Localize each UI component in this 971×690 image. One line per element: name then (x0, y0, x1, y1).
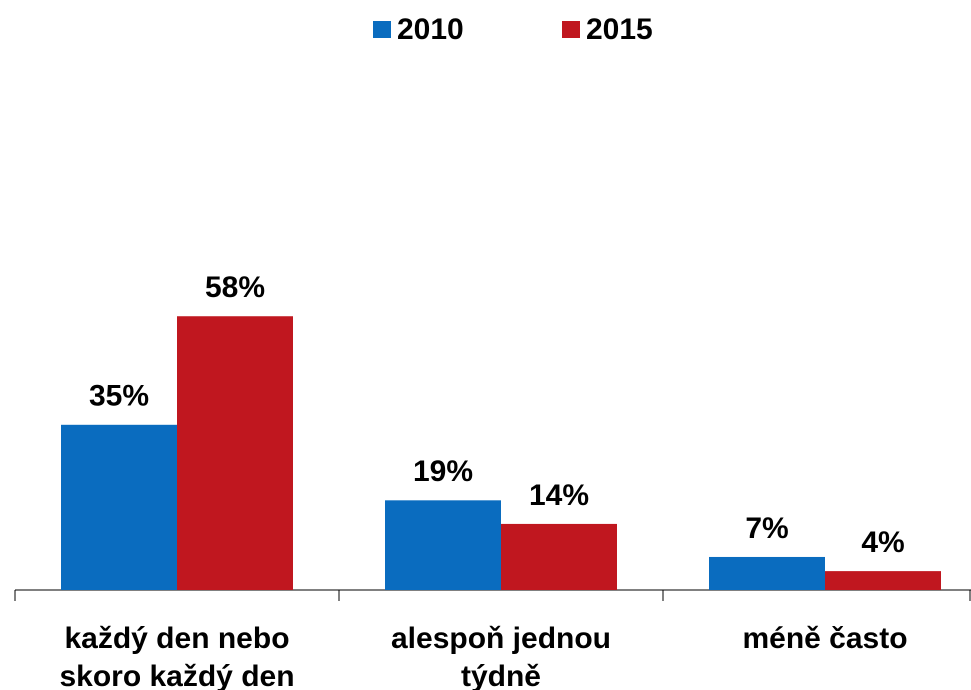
bar (177, 316, 293, 590)
bar (501, 523, 617, 590)
data-label: 14% (529, 479, 589, 512)
legend-label: 2015 (586, 13, 653, 46)
bar (709, 556, 825, 590)
data-label: 4% (861, 526, 904, 559)
legend-swatch (562, 21, 580, 38)
legend-swatch (373, 21, 391, 38)
bar (61, 424, 177, 590)
data-label: 7% (745, 512, 788, 545)
data-label: 58% (205, 271, 265, 304)
data-label: 19% (413, 455, 473, 488)
x-tick-label: každý den nebo skoro každý den (59, 622, 295, 690)
data-label: 35% (89, 380, 149, 413)
x-tick-label: méně často (742, 622, 908, 655)
legend-label: 2010 (397, 13, 464, 46)
bar (825, 571, 941, 590)
x-tick-label: alespoň jednou týdně (390, 622, 612, 690)
bar (385, 500, 501, 590)
